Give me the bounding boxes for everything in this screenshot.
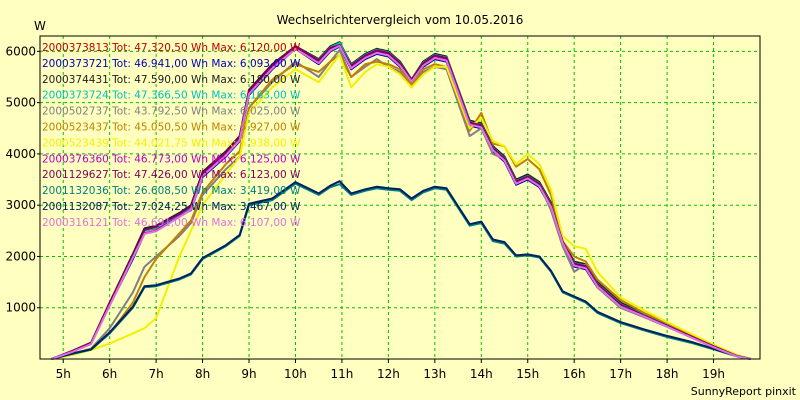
legend-entry-6: 2000523439 Tot: 44.021,75 Wh Max: 5.938,… [42,137,301,149]
x-tick-label-6: 11h [330,367,353,381]
legend-entry-0: 2000373813 Tot: 47.320,50 Wh Max: 6.120,… [42,42,301,54]
x-tick-label-3: 8h [195,367,210,381]
x-axis-ticks: 5h 6h 7h 8h 9h 10h 11h 12h 13h 14h 15h 16h 17h 18h 19h [56,359,725,381]
x-tick-label-1: 6h [102,367,117,381]
x-tick-label-8: 13h [423,367,446,381]
y-tick-label-2: 3000 [5,198,36,212]
legend-entry-5: 2000523437 Tot: 45.050,50 Wh Max: 5.927,… [42,122,301,134]
y-tick-label-5: 6000 [5,44,36,58]
x-tick-label-12: 17h [609,367,632,381]
legend-entry-8: 2001129627 Tot: 47.426,00 Wh Max: 6.123,… [42,169,301,181]
legend-entry-9: 2001132036 Tot: 26.608,50 Wh Max: 3.419,… [42,185,301,197]
x-tick-label-10: 15h [516,367,539,381]
y-tick-label-0: 1000 [5,301,36,315]
series-line-6 [51,53,751,360]
x-tick-label-2: 7h [149,367,164,381]
y-axis-ticks: 1000 2000 3000 4000 5000 6000 [5,44,40,315]
legend-entry-10: 2001132087 Tot: 27.024,25 Wh Max: 3.467,… [42,201,301,213]
x-tick-label-9: 14h [470,367,493,381]
chart-title: Wechselrichtervergleich vom 10.05.2016 [277,13,524,27]
x-tick-label-5: 10h [284,367,307,381]
series-line-5 [51,54,751,360]
legend-entry-2: 2000374431 Tot: 47.590,00 Wh Max: 6.180,… [42,74,301,86]
y-tick-label-3: 4000 [5,147,36,161]
legend-entry-7: 2000376360 Tot: 46.773,00 Wh Max: 6.125,… [42,153,301,165]
legend-entry-11: 2000316121 Tot: 46.691,00 Wh Max: 6.107,… [42,217,301,229]
series-line-8 [51,44,751,360]
x-tick-label-11: 16h [563,367,586,381]
x-tick-label-0: 5h [56,367,71,381]
x-tick-label-13: 18h [656,367,679,381]
legend-entry-3: 2000373724 Tot: 47.366,50 Wh Max: 6.163,… [42,90,301,102]
plot-frame [39,35,761,360]
series-lines [51,41,751,360]
series-line-11 [51,44,751,360]
x-tick-label-7: 12h [377,367,400,381]
legend-entry-1: 2000373721 Tot: 46.941,00 Wh Max: 6.093,… [42,58,301,70]
credit-label: SunnyReport pinxit [691,385,797,398]
y-tick-label-4: 5000 [5,96,36,110]
y-axis-unit: W [34,19,46,33]
x-tick-label-4: 9h [241,367,256,381]
y-tick-label-1: 2000 [5,249,36,263]
legend-entry-4: 2000502737 Tot: 43.792,50 Wh Max: 6.025,… [42,106,301,118]
legend: 2000373813 Tot: 47.320,50 Wh Max: 6.120,… [42,42,301,229]
x-tick-label-14: 19h [702,367,725,381]
series-line-10 [51,180,751,360]
